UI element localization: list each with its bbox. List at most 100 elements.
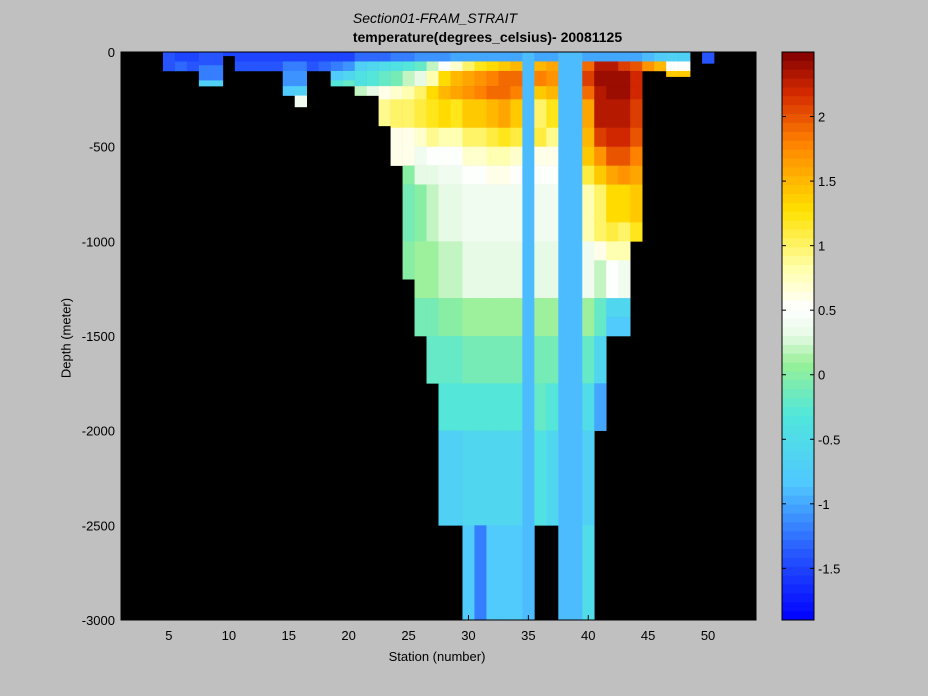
heatmap-cell xyxy=(534,52,547,62)
heatmap-cell xyxy=(594,298,607,337)
heatmap-cell xyxy=(474,99,487,129)
heatmap-cell xyxy=(594,127,607,147)
heatmap-cell xyxy=(426,298,439,337)
heatmap-cell xyxy=(498,383,511,431)
heatmap-cell xyxy=(594,336,607,384)
colorbar-swatch xyxy=(782,389,814,399)
colorbar-swatch xyxy=(782,398,814,408)
heatmap-cell xyxy=(294,61,308,72)
heatmap-cell xyxy=(582,99,595,129)
colorbar-swatch xyxy=(782,611,814,621)
heatmap-cell xyxy=(534,383,547,431)
heatmap-cell xyxy=(426,86,439,100)
heatmap-cell xyxy=(474,383,487,431)
heatmap-cell xyxy=(606,241,619,261)
colorbar-tick-label: 1 xyxy=(818,239,825,254)
heatmap-cell xyxy=(438,184,451,242)
heatmap-cell xyxy=(366,70,379,87)
heatmap-cell xyxy=(606,99,619,129)
heatmap-cell xyxy=(534,165,547,185)
x-axis-label: Station (number) xyxy=(388,649,486,664)
colorbar-swatch xyxy=(782,149,814,159)
heatmap-cell xyxy=(582,383,595,431)
heatmap-cell xyxy=(534,99,547,129)
heatmap-cell xyxy=(546,430,559,526)
heatmap-cell xyxy=(450,146,463,166)
colorbar-swatch xyxy=(782,105,814,115)
colorbar-swatch xyxy=(782,176,814,186)
heatmap-cell xyxy=(186,52,200,62)
heatmap-cell xyxy=(390,99,403,129)
heatmap-cell xyxy=(354,70,367,87)
heatmap-cell xyxy=(534,241,547,299)
heatmap-cell xyxy=(474,70,487,87)
heatmap-cell xyxy=(462,146,475,166)
heatmap-cell xyxy=(654,52,667,62)
heatmap-cell xyxy=(546,99,559,129)
colorbar-swatch xyxy=(782,327,814,337)
heatmap-cell xyxy=(510,99,523,129)
heatmap-cell xyxy=(462,127,475,147)
heatmap-cell xyxy=(294,52,308,62)
heatmap-cell xyxy=(330,80,343,87)
heatmap-cell xyxy=(282,52,296,62)
heatmap-cell xyxy=(486,298,499,337)
heatmap-cell xyxy=(426,127,439,147)
heatmap-cell xyxy=(426,146,439,166)
heatmap-cell xyxy=(438,146,451,166)
heatmap-cell xyxy=(606,317,619,337)
heatmap-cell xyxy=(582,86,595,100)
heatmap-cell xyxy=(282,86,296,96)
heatmap-cell xyxy=(534,298,547,337)
heatmap-cell xyxy=(510,184,523,242)
heatmap-cell xyxy=(378,52,391,62)
heatmap-cell xyxy=(510,298,523,337)
heatmap-cell xyxy=(414,86,427,100)
heatmap-cell xyxy=(438,52,451,62)
heatmap-cell xyxy=(582,127,595,147)
heatmap-cell xyxy=(438,86,451,100)
heatmap-cell xyxy=(258,52,272,62)
heatmap-cell xyxy=(510,383,523,431)
colorbar-swatch xyxy=(782,158,814,168)
heatmap-cell xyxy=(354,61,367,72)
heatmap-cell xyxy=(630,127,643,147)
heatmap-cell xyxy=(426,165,439,185)
heatmap-cell xyxy=(294,86,308,96)
heatmap-cell xyxy=(594,52,607,62)
heatmap-cell xyxy=(486,52,499,62)
heatmap-cell xyxy=(402,61,415,72)
heatmap-cell xyxy=(438,70,451,87)
heatmap-cell xyxy=(306,61,319,72)
heatmap-cell xyxy=(174,52,188,62)
heatmap-cell xyxy=(414,52,427,62)
heatmap-cell xyxy=(498,165,511,185)
heatmap-cell xyxy=(210,80,224,87)
heatmap-cell xyxy=(582,184,595,242)
y-tick-label: -2000 xyxy=(82,424,115,439)
colorbar-swatch xyxy=(782,584,814,594)
heatmap-cell xyxy=(462,99,475,129)
colorbar-swatch xyxy=(782,424,814,435)
heatmap-cell xyxy=(402,184,415,242)
heatmap-cell xyxy=(294,70,308,87)
colorbar-swatch xyxy=(782,362,814,372)
x-tick-label: 15 xyxy=(282,628,296,643)
colorbar-swatch xyxy=(782,566,814,577)
heatmap-cell xyxy=(510,525,523,621)
heatmap-cell xyxy=(498,336,511,384)
y-tick-label: -2500 xyxy=(82,518,115,533)
heatmap-cell xyxy=(210,65,224,81)
colorbar-swatch xyxy=(782,60,814,71)
x-tick-label: 10 xyxy=(222,628,236,643)
heatmap-cell xyxy=(582,241,595,299)
heatmap-cell xyxy=(438,61,451,72)
heatmap-cell xyxy=(510,430,523,526)
colorbar-swatch xyxy=(782,593,814,603)
heatmap-cell xyxy=(642,52,655,62)
chart-subtitle: temperature(degrees_celsius)- 20081125 xyxy=(352,29,623,45)
x-tick-label: 25 xyxy=(401,628,415,643)
heatmap-cell xyxy=(618,165,631,185)
heatmap-cell xyxy=(354,86,367,96)
heatmap-cell xyxy=(606,127,619,147)
